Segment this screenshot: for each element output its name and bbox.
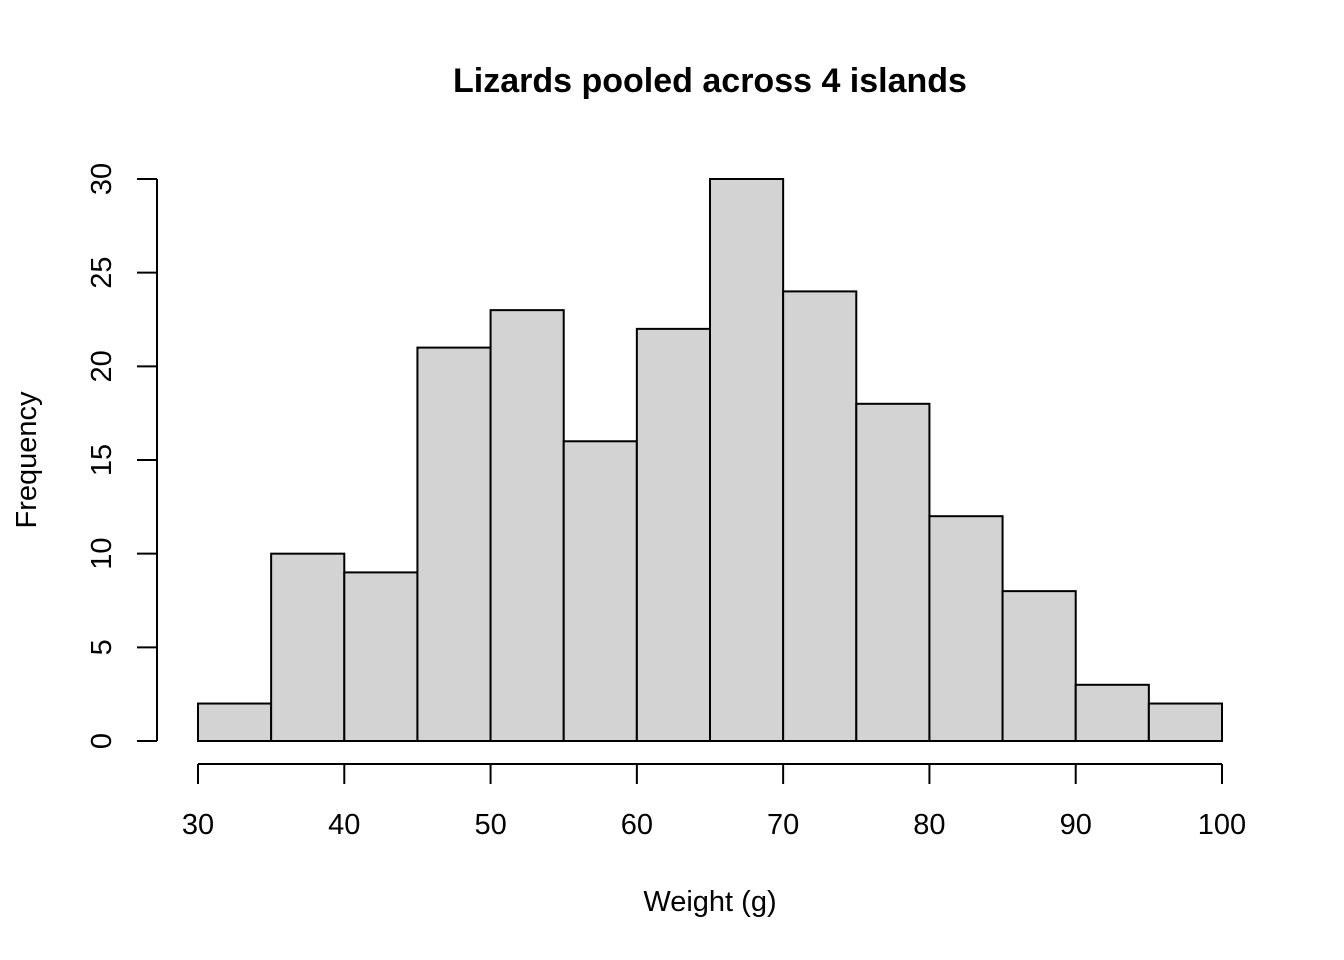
x-tick-label-5: 80 bbox=[913, 809, 945, 841]
histogram-bar-5 bbox=[562, 440, 638, 742]
x-axis-label: Weight (g) bbox=[643, 886, 776, 918]
x-tick-label-1: 40 bbox=[328, 809, 360, 841]
histogram-bar-0 bbox=[197, 702, 273, 742]
x-tick-label-2: 50 bbox=[474, 809, 506, 841]
histogram-bar-1 bbox=[270, 552, 346, 743]
histogram-bar-8 bbox=[782, 290, 858, 742]
y-axis-label: Frequency bbox=[11, 391, 43, 529]
y-tick-label-5: 25 bbox=[86, 257, 118, 289]
histogram-bar-11 bbox=[1001, 590, 1077, 743]
histogram-bar-10 bbox=[928, 515, 1004, 743]
histogram-bar-7 bbox=[709, 178, 785, 742]
chart-title: Lizards pooled across 4 islands bbox=[453, 62, 967, 100]
y-tick-label-3: 15 bbox=[86, 444, 118, 476]
histogram-bar-12 bbox=[1074, 683, 1150, 742]
histogram-bar-3 bbox=[416, 346, 492, 742]
y-tick-label-0: 0 bbox=[86, 733, 118, 749]
y-tick-label-2: 10 bbox=[86, 538, 118, 570]
y-tick-label-4: 20 bbox=[86, 350, 118, 382]
histogram-bar-2 bbox=[343, 571, 419, 743]
x-tick-label-4: 70 bbox=[767, 809, 799, 841]
histogram-bar-13 bbox=[1147, 702, 1224, 742]
x-tick-label-6: 90 bbox=[1060, 809, 1092, 841]
histogram-bar-9 bbox=[855, 402, 931, 742]
x-tick-label-7: 100 bbox=[1198, 809, 1246, 841]
histogram-bar-4 bbox=[489, 309, 565, 742]
x-tick-label-3: 60 bbox=[621, 809, 653, 841]
bars-group bbox=[197, 178, 1224, 743]
x-tick-label-0: 30 bbox=[182, 809, 214, 841]
y-axis: 0 5 10 15 20 25 30 bbox=[86, 163, 158, 749]
y-tick-label-6: 30 bbox=[86, 163, 118, 195]
x-axis: 30 40 50 60 70 80 90 100 bbox=[182, 763, 1246, 841]
y-tick-label-1: 5 bbox=[86, 639, 118, 655]
histogram-bar-6 bbox=[635, 327, 711, 742]
